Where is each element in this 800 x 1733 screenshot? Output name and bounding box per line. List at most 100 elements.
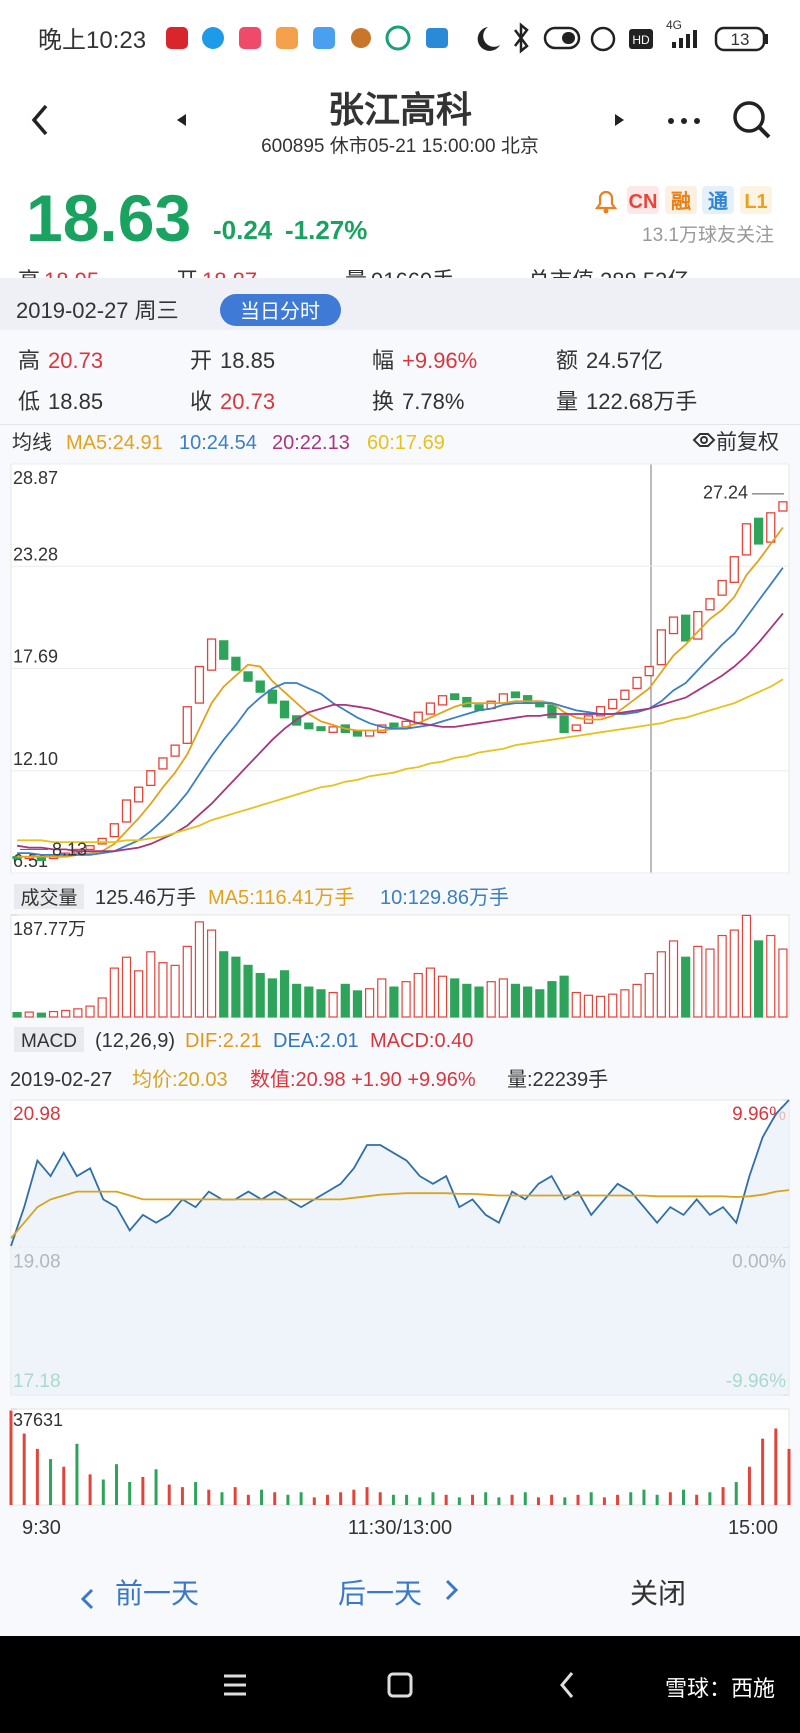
x-tick-label: 11:30/13:00 [348,1517,452,1539]
adjust-label[interactable]: 前复权 [716,431,779,454]
intraday-volume-bar [114,1464,118,1505]
candle [681,614,691,642]
badges: CN 融通 L1 [627,186,772,214]
candle [559,715,569,733]
volume-bar [328,991,338,1018]
volume-bar [498,978,508,1018]
candle [547,704,557,719]
intraday-volume-bar [233,1487,237,1505]
intraday-volume-bar [88,1474,92,1505]
candle [279,700,290,719]
volume-bar [644,972,654,1018]
volume-bar [61,1009,71,1018]
intraday-volume-bar [391,1494,395,1505]
intraday-volume-bar [616,1494,620,1505]
volume-bar [547,981,557,1018]
intraday-volume-bar [128,1482,132,1505]
volume-bar [24,1011,34,1018]
intraday-volume-frame [10,1408,790,1506]
volume-title: 成交量 [20,887,77,909]
nav-back-button[interactable] [560,1672,574,1698]
stat-value: 18.85 [220,348,275,373]
stat-label: 开 [190,348,212,373]
status-time: 晚上10:23 [38,27,146,54]
status-battery: 13 [731,30,750,49]
intraday-volume-bar [431,1492,435,1505]
candle [316,726,326,732]
intraday-volume-bar [444,1494,448,1505]
volume-bar [182,945,192,1018]
volume-bar [608,993,618,1018]
volume-bar [523,986,533,1018]
volume-total: 125.46万手 [95,886,196,909]
x-tick-label: 9:30 [22,1517,61,1539]
macd-params: (12,26,9) [95,1030,175,1052]
adjust-icon[interactable] [692,433,716,447]
intraday-volume-bar [734,1482,738,1505]
y-tick-label: 12.10 [13,749,58,769]
status-network: 4G [666,18,682,32]
prev-stock[interactable] [177,114,186,126]
candle [304,722,314,730]
back-button[interactable] [31,104,48,136]
stat-label: 额 [556,348,578,373]
intraday-volume-bar [273,1492,277,1505]
stat-value: 7.78% [402,389,464,414]
intraday-volume-bar [774,1428,778,1505]
volume-bar [656,951,666,1018]
candle [255,680,265,693]
candle [753,517,764,545]
next-chevron[interactable] [445,1579,459,1601]
candle [608,698,618,710]
volume-bar [437,975,448,1018]
close-button[interactable]: 关闭 [630,1578,686,1609]
y-tick-label: 17.69 [13,647,58,667]
more-button[interactable] [668,118,700,124]
intraday-volume-bar [141,1476,145,1505]
intraday-volume-bar [299,1492,303,1505]
volume-bar [766,934,776,1018]
price: 18.63 [26,181,191,255]
prev-chevron[interactable] [80,1588,94,1610]
candle [705,598,715,611]
volume-tag [14,884,84,909]
stock-title: 张江高科 [328,89,472,130]
stat-label: 换 [372,389,394,414]
intraday-volume-bar [761,1438,765,1505]
candle [85,845,95,851]
intraday-volume-bar [62,1466,66,1505]
bell-icon[interactable] [594,190,618,214]
legend-item: 60:17.69 [367,432,445,454]
menu-button[interactable] [224,1674,246,1696]
next-stock[interactable] [615,114,624,126]
volume-bar [279,970,290,1018]
candle [595,706,606,717]
price-area [11,1100,789,1395]
intraday-volume-bar [352,1489,356,1505]
next-day[interactable]: 后一天 [338,1578,422,1609]
candle [656,629,667,666]
volume-bar [620,989,630,1018]
stock-subtitle: 600895 休市05-21 15:00:00 北京 [261,135,539,157]
y-tick-label: 187.77万 [13,919,86,939]
macd-label: MACD [21,1031,77,1052]
candle [425,702,436,715]
intraday-volume-bar [708,1492,712,1505]
volume-bar [462,983,472,1018]
intraday-volume-bar [418,1497,422,1505]
candle [571,724,581,732]
candle [632,676,642,690]
candle [377,724,387,733]
candle [462,696,472,708]
intraday-button[interactable] [220,294,341,326]
x-tick-label: 15:00 [728,1517,778,1539]
home-button[interactable] [387,1672,413,1698]
intraday-volume-bar [695,1494,699,1505]
svg-text:HD: HD [632,33,650,47]
stat-label: 低 [18,389,40,414]
search-button[interactable] [733,101,771,139]
candle [109,823,119,838]
badge-bg [740,186,772,214]
prev-day[interactable]: 前一天 [115,1578,199,1609]
